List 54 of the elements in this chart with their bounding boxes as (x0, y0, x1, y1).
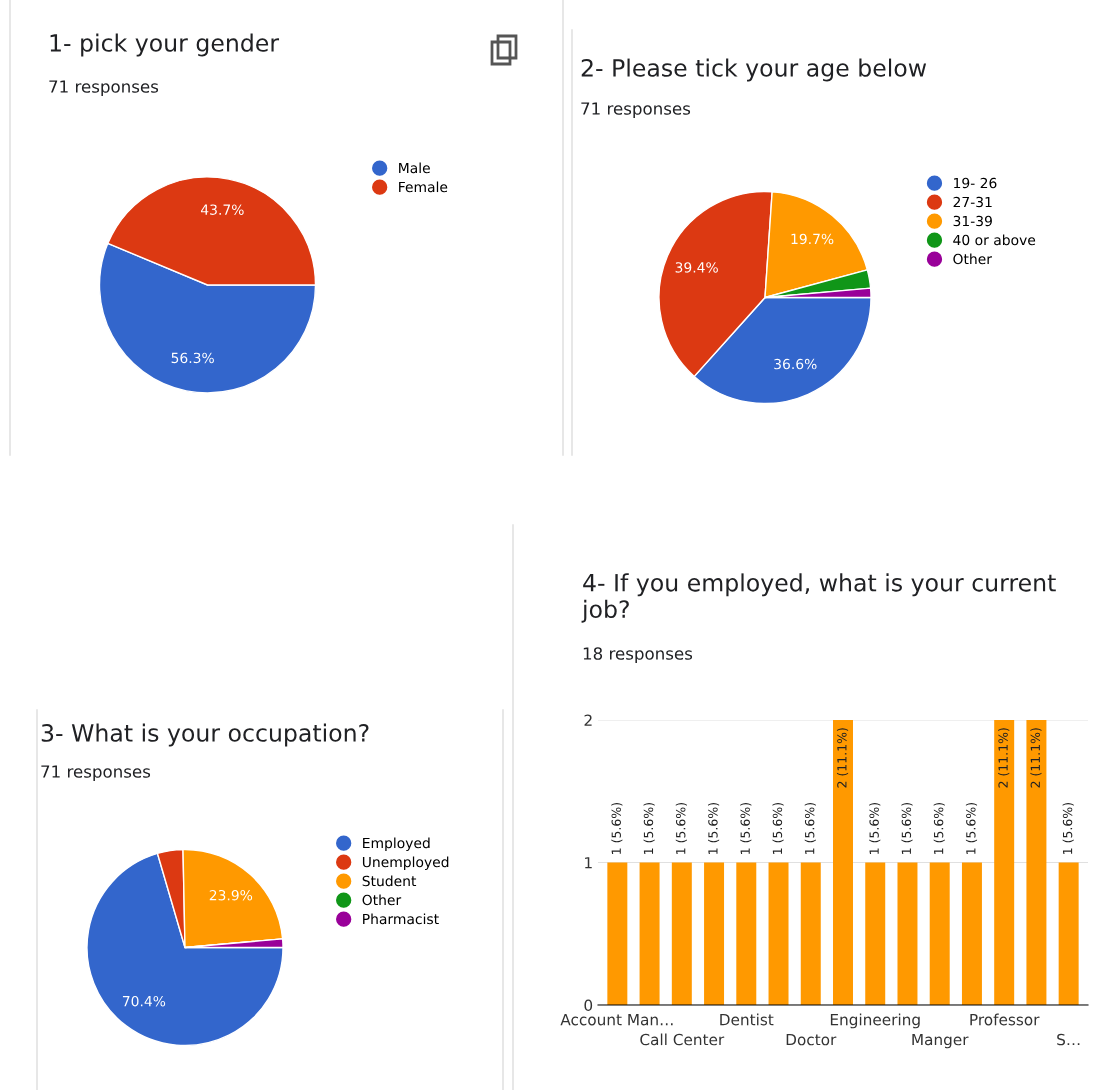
x-tick-label: Manger (912, 1033, 969, 1049)
x-tick-label: Call Center (640, 1033, 725, 1046)
data-label: 39.4% (675, 262, 718, 273)
chart-title: 1- pick your gender (50, 33, 280, 57)
data-label: 43.7% (200, 204, 244, 215)
x-tick-label: Professor (970, 1013, 1040, 1026)
chart-title: 2- Please tick your age below (581, 58, 927, 82)
y-tick-label: 0 (584, 999, 593, 1012)
legend-label: Female (399, 181, 448, 193)
data-label: 23.9% (209, 889, 253, 901)
x-tick-label: Dentist (720, 1013, 774, 1026)
data-label: 2 (11.1%) (1030, 728, 1042, 788)
legend-label: Other (362, 894, 402, 906)
data-label: 1 (5.6%) (869, 803, 881, 854)
data-label: 70.4% (122, 995, 166, 1007)
legend-label: Unemployed (362, 856, 449, 870)
data-label: 19.7% (791, 233, 834, 245)
legend-label: 27-31 (953, 196, 992, 208)
legend-label: Employed (363, 837, 430, 851)
x-tick-label: Account Man… (560, 1014, 673, 1026)
x-tick-label: Engineering (830, 1013, 920, 1029)
y-tick-label: 2 (584, 714, 592, 726)
data-label: 1 (5.6%) (772, 803, 784, 854)
chart-title: 4- If you employed, what is your current job? (581, 573, 1056, 623)
data-label: 1 (5.6%) (643, 803, 655, 854)
legend-label: 40 or above (953, 234, 1036, 246)
data-label: 56.3% (171, 352, 214, 364)
data-label: 1 (5.6%) (708, 803, 720, 854)
chart-title: 3- What is your occupation? (41, 723, 369, 747)
data-label: 36.6% (774, 358, 817, 370)
data-label: 1 (5.6%) (933, 803, 945, 854)
legend-label: Male (399, 162, 430, 174)
chart-subtitle: 18 responses (583, 647, 693, 664)
data-label: 1 (5.6%) (965, 803, 978, 854)
legend-label: Other (953, 253, 992, 265)
x-tick-label: S… (1057, 1033, 1080, 1046)
chart-subtitle: 71 responses (49, 80, 159, 97)
x-tick-label: Doctor (786, 1033, 837, 1046)
data-label: 1 (5.6%) (804, 803, 816, 854)
data-label: 2 (11.1%) (836, 728, 849, 788)
data-label: 1 (5.6%) (611, 803, 623, 854)
data-label: 2 (11.1%) (998, 728, 1010, 788)
legend-label: Student (362, 875, 417, 887)
legend-label: Pharmacist (363, 913, 439, 925)
legend-label: 31-39 (953, 215, 992, 227)
data-label: 1 (5.6%) (1062, 803, 1074, 854)
legend-label: 19- 26 (954, 177, 997, 189)
chart-subtitle: 71 responses (41, 765, 151, 782)
pie-slice (86, 852, 284, 1047)
data-label: 1 (5.6%) (740, 803, 752, 854)
chart-subtitle: 71 responses (581, 102, 691, 119)
y-tick-label: 1 (585, 857, 592, 869)
data-label: 1 (5.6%) (675, 803, 687, 854)
data-label: 1 (5.6%) (901, 803, 913, 854)
